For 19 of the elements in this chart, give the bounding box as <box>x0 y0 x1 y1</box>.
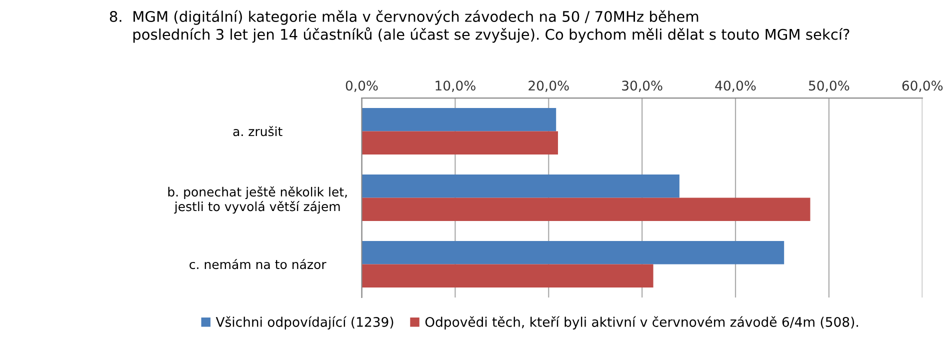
legend-label: Odpovědi těch, kteří byli aktivní v červnovém závodě 6/4m (508). <box>425 316 858 330</box>
x-tick-label: 30,0% <box>622 80 662 92</box>
bar <box>362 240 784 264</box>
bar <box>362 174 680 198</box>
x-tick-label: 40,0% <box>715 80 756 92</box>
bar <box>362 198 810 221</box>
y-tick-label: c. nemám na to názor <box>190 258 326 270</box>
y-tick-label: b. ponechat ještě několik let, jestli to vyvolá větší zájem <box>168 186 347 214</box>
bar <box>362 108 556 132</box>
chart-title: 8. MGM (digitální) kategorie měla v červnových závodech na 50 / 70MHz během posledních 3 let jen 14 účastníků (ale účast se zvyšuje). Co bychom měli dělat s touto MGM sekcí? <box>110 10 850 43</box>
x-tick-label: 60,0% <box>902 80 943 92</box>
legend-label: Všichni odpovídající (1239) <box>216 316 394 330</box>
bar <box>362 131 558 155</box>
x-tick-label: 20,0% <box>528 80 569 92</box>
y-tick-label: a. zrušit <box>233 126 282 136</box>
x-tick-label: 10,0% <box>436 80 476 92</box>
bar <box>362 264 654 288</box>
x-tick-label: 50,0% <box>809 80 850 92</box>
x-tick-label: 0,0% <box>346 80 378 92</box>
